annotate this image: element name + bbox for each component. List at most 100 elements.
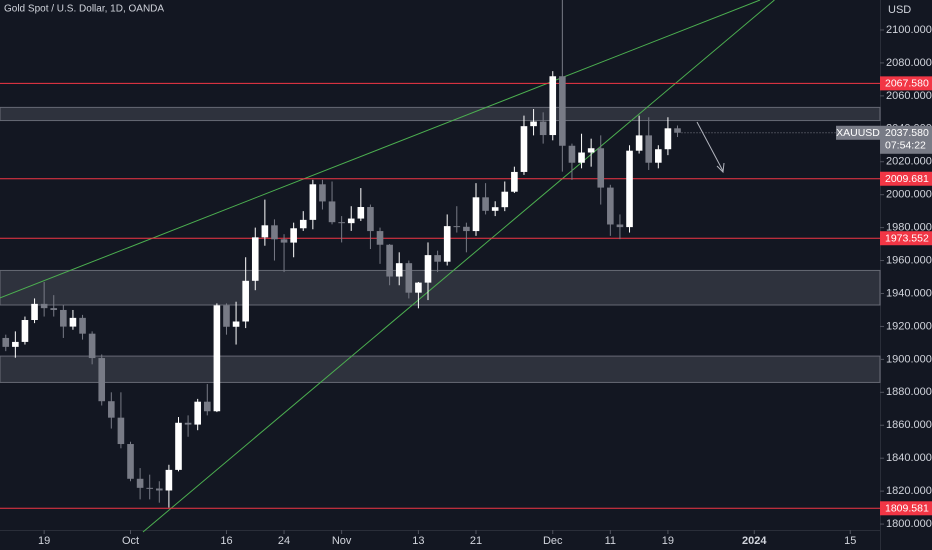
candle-body (357, 207, 365, 219)
trend-line (0, 0, 761, 299)
candle-body (299, 219, 307, 229)
candle-body (88, 333, 96, 359)
candle-body (213, 305, 221, 412)
candle-body (21, 320, 29, 342)
level-label: 2067.580 (885, 78, 929, 90)
x-tick-label: Nov (332, 535, 352, 547)
candle-body (415, 282, 422, 293)
y-tick-label: 1920.000 (886, 320, 932, 332)
y-tick-label: 2100.000 (886, 24, 932, 36)
level-tag (880, 171, 932, 186)
candle-body (50, 308, 58, 310)
candle-body (203, 401, 211, 412)
current-label: 2037.580 (885, 127, 929, 139)
candle-body (463, 226, 470, 232)
y-tick-label: 1840.000 (886, 452, 932, 464)
level-label: 2009.681 (885, 173, 929, 185)
candle-body (453, 226, 461, 228)
candle-body (443, 226, 451, 262)
level-tag (880, 231, 932, 246)
candle-body (405, 263, 413, 293)
y-tick-label: 1860.000 (886, 419, 932, 431)
candle-body (309, 184, 317, 220)
x-tick-label: Oct (122, 535, 139, 547)
candle-body (578, 152, 585, 163)
candle-body (472, 197, 480, 232)
candle-body (655, 149, 662, 163)
candle-body (645, 135, 653, 163)
candle-body (98, 358, 106, 402)
candle-body (376, 231, 384, 245)
x-tick-label: 11 (605, 535, 616, 547)
level-tag (880, 76, 932, 91)
y-tick-label: 1980.000 (886, 222, 932, 234)
candle-body (165, 469, 173, 491)
candle-body (175, 422, 182, 470)
x-tick-label: Dec (543, 535, 563, 547)
candle-body (271, 225, 278, 240)
x-tick-label: 13 (412, 535, 424, 547)
candle-body (559, 76, 566, 146)
candle-body (482, 197, 489, 211)
candle-body (664, 128, 672, 150)
candle-body (616, 224, 624, 228)
candle-body (261, 225, 269, 238)
candle-body (328, 201, 336, 223)
candle-body (511, 171, 518, 192)
candle-body (127, 444, 134, 479)
candle-body (626, 150, 633, 228)
zone (0, 269, 881, 306)
x-tick-label: 2024 (742, 535, 767, 547)
candle-body (597, 148, 605, 188)
candle-body (319, 184, 326, 202)
candle-body (12, 341, 19, 347)
y-tick-label: 2080.000 (886, 57, 932, 69)
candle-body (40, 303, 48, 309)
candle-body (2, 337, 10, 347)
y-tick-label: 1960.000 (886, 254, 932, 266)
candle-body (674, 128, 681, 133)
y-tick-label: 1900.000 (886, 353, 932, 365)
candle-body (338, 222, 345, 224)
candle-body (242, 280, 249, 322)
countdown: 07:54:22 (885, 140, 926, 152)
y-tick-label: 2000.000 (886, 189, 932, 201)
candle-body (367, 207, 374, 232)
candle-body (386, 244, 393, 277)
candle-body (194, 401, 201, 425)
candle-body (347, 218, 355, 224)
x-tick-label: 16 (220, 535, 232, 547)
x-tick-label: 19 (662, 535, 674, 547)
candle-body (223, 305, 230, 327)
candle-body (251, 237, 259, 281)
candle-body (108, 401, 115, 418)
symbol-tag (836, 125, 880, 140)
trend-line (142, 0, 775, 533)
y-tick-label: 1800.000 (886, 518, 932, 530)
chart-title: Gold Spot / U.S. Dollar, 1D, OANDA (4, 4, 164, 15)
candle-body (280, 239, 288, 243)
candle-body (434, 255, 441, 262)
candle-body (530, 121, 537, 127)
candle-body (607, 187, 614, 225)
candle-body (31, 303, 38, 321)
candle-body (79, 317, 86, 334)
candle-body (60, 309, 67, 327)
y-tick-label: 1940.000 (886, 287, 932, 299)
candle-body (156, 488, 163, 491)
candle-body (549, 76, 557, 136)
y-tick-label: 1880.000 (886, 386, 932, 398)
candle-body (395, 263, 403, 277)
x-tick-label: 21 (470, 535, 482, 547)
candle-body (117, 417, 125, 445)
candle-body (184, 422, 192, 425)
currency: USD (888, 4, 911, 16)
candle-body (568, 145, 576, 163)
y-tick-label: 2060.000 (886, 90, 932, 102)
arrow-head (716, 162, 725, 174)
x-tick-label: 19 (38, 535, 50, 547)
y-tick-label: 2020.000 (886, 156, 932, 168)
